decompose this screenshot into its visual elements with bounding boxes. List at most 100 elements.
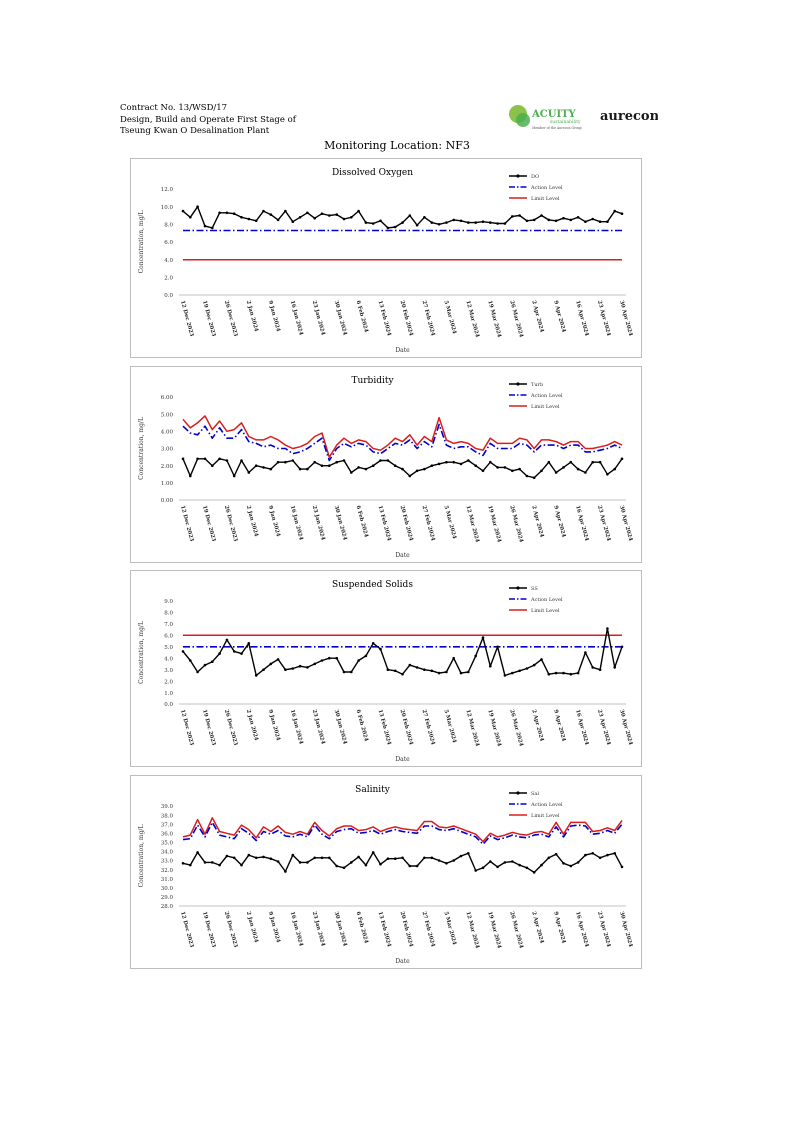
salinity-data-point — [401, 856, 404, 860]
suspended-solids-data-point — [532, 663, 536, 667]
salinity-xtick-label: 16 Apr 2024 — [574, 911, 589, 948]
salinity-xtick-label: 26 Dec 2023 — [223, 911, 238, 949]
dissolved-oxygen-data-point — [284, 209, 287, 213]
turbidity-data-point — [240, 459, 243, 462]
dissolved-oxygen-xtick-label: 16 Jan 2024 — [289, 300, 304, 336]
legend-label-action-level: Action Level — [530, 185, 563, 191]
dissolved-oxygen-data-point — [393, 225, 397, 229]
turbidity-xtick-label: 23 Jan 2024 — [311, 505, 326, 541]
suspended-solids-data-point — [503, 674, 507, 677]
turbidity-data-point — [415, 469, 419, 473]
dissolved-oxygen-data-point — [562, 216, 565, 220]
suspended-solids-xtick-label: 12 Dec 2023 — [179, 709, 194, 747]
salinity-data-point — [262, 855, 265, 859]
salinity-data-point — [225, 854, 229, 858]
turbidity-data-point — [606, 473, 609, 476]
dissolved-oxygen-data-point — [254, 219, 258, 223]
suspended-solids-data-point — [613, 666, 616, 669]
dissolved-oxygen-data-point — [364, 221, 368, 224]
salinity-ytick-label: 33.0 — [161, 859, 174, 865]
dissolved-oxygen-xtick-label: 13 Feb 2024 — [377, 300, 392, 337]
dissolved-oxygen-data-point — [181, 209, 185, 213]
suspended-solids-xtick-label: 16 Apr 2024 — [574, 709, 589, 746]
turbidity-data-point — [335, 460, 338, 464]
suspended-solids-data-point — [481, 636, 485, 639]
salinity-data-point — [298, 861, 302, 864]
turbidity-data-point — [203, 457, 207, 461]
suspended-solids-xtick-label: 26 Dec 2023 — [223, 709, 238, 747]
salinity-ytick-label: 28.0 — [161, 904, 174, 910]
salinity-data-point — [540, 863, 543, 867]
suspended-solids-data-point — [554, 671, 558, 675]
salinity-xtick-label: 2 Jan 2024 — [245, 911, 259, 944]
chart-panel-salinity: Salinity 28.0 29.0 30.0 31.0 32.0 33.0 34.0 35.0… — [130, 775, 642, 969]
salinity-data-point — [181, 862, 185, 865]
dissolved-oxygen-data-point — [430, 221, 434, 224]
suspended-solids-data-point — [276, 658, 280, 661]
salinity-data-point — [569, 864, 573, 868]
suspended-solids-xtick-label: 2 Apr 2024 — [530, 709, 544, 742]
salinity-xtick-label: 5 Mar 2024 — [442, 911, 457, 946]
suspended-solids-data-point — [320, 659, 324, 662]
turbidity-data-point — [445, 460, 448, 464]
salinity-xtick-label: 26 Mar 2024 — [508, 911, 524, 949]
turbidity-ytick-label: 2.00 — [161, 464, 174, 470]
turbidity-data-point — [342, 459, 346, 462]
salinity-data-point — [328, 856, 331, 860]
dissolved-oxygen-series-do — [182, 206, 623, 229]
dissolved-oxygen-data-point — [328, 214, 331, 217]
suspended-solids-xtick-label: 23 Jan 2024 — [311, 709, 326, 745]
suspended-solids-ytick-label: 4.0 — [164, 656, 173, 662]
suspended-solids-data-point — [423, 668, 426, 671]
turbidity-data-point — [576, 467, 580, 471]
suspended-solids-ytick-label: 2.0 — [164, 679, 173, 685]
salinity-title: Salinity — [355, 785, 391, 795]
dissolved-oxygen-xtick-label: 19 Mar 2024 — [486, 300, 502, 338]
dissolved-oxygen-data-point — [313, 216, 316, 220]
turbidity-data-point — [430, 464, 434, 467]
turbidity-data-point — [401, 467, 404, 471]
turbidity-data-point — [371, 464, 375, 467]
dissolved-oxygen-xtick-label: 5 Mar 2024 — [442, 300, 457, 335]
suspended-solids-data-point — [452, 656, 456, 660]
suspended-solids-data-point — [489, 664, 492, 668]
suspended-solids-xtick-label: 30 Apr 2024 — [618, 709, 633, 746]
salinity-data-point — [598, 856, 602, 860]
suspended-solids-title: Suspended Solids — [332, 580, 413, 590]
salinity-xtick-label: 19 Dec 2023 — [201, 911, 216, 949]
legend-label-action-level: Action Level — [530, 393, 563, 399]
turbidity-xtick-label: 9 Jan 2024 — [267, 505, 281, 538]
suspended-solids-data-point — [576, 671, 580, 675]
dissolved-oxygen-xtick-label: 26 Dec 2023 — [223, 300, 238, 338]
turbidity-data-point — [181, 457, 185, 461]
salinity-data-point — [452, 859, 456, 862]
legend-marker-ss — [516, 586, 520, 590]
dissolved-oxygen-data-point — [269, 213, 273, 216]
turbidity-data-point — [503, 466, 507, 469]
chart-turbidity: Turbidity 0.00 1.00 2.00 3.00 4.00 5.00 6.00 Con… — [138, 376, 633, 559]
salinity-data-point — [489, 860, 492, 863]
turbidity-title: Turbidity — [351, 376, 394, 386]
salinity-ylabel: Concentration, mg/L — [138, 825, 145, 888]
turbidity-data-point — [350, 471, 353, 474]
salinity-data-point — [306, 861, 309, 864]
turbidity-xtick-label: 6 Feb 2024 — [355, 505, 369, 538]
turbidity-series-limit-level — [182, 415, 623, 458]
suspended-solids-data-point — [408, 663, 412, 667]
turbidity-data-point — [467, 459, 470, 462]
acuity-wordmark: ACUITY — [531, 109, 577, 120]
suspended-solids-xtick-label: 9 Jan 2024 — [267, 709, 281, 742]
salinity-data-point — [408, 864, 412, 868]
turbidity-data-point — [328, 464, 331, 467]
dissolved-oxygen-xtick-label: 20 Feb 2024 — [399, 300, 414, 337]
dissolved-oxygen-data-point — [423, 216, 426, 219]
suspended-solids-data-point — [445, 670, 448, 674]
dissolved-oxygen-data-point — [371, 222, 375, 225]
suspended-solids-data-point — [364, 654, 368, 658]
dissolved-oxygen-data-point — [306, 211, 309, 215]
salinity-data-point — [584, 853, 587, 857]
salinity-xtick-label: 19 Mar 2024 — [486, 911, 502, 949]
turbidity-data-point — [569, 460, 573, 464]
dissolved-oxygen-xtick-label: 30 Apr 2024 — [618, 300, 633, 337]
salinity-data-point — [313, 856, 316, 860]
